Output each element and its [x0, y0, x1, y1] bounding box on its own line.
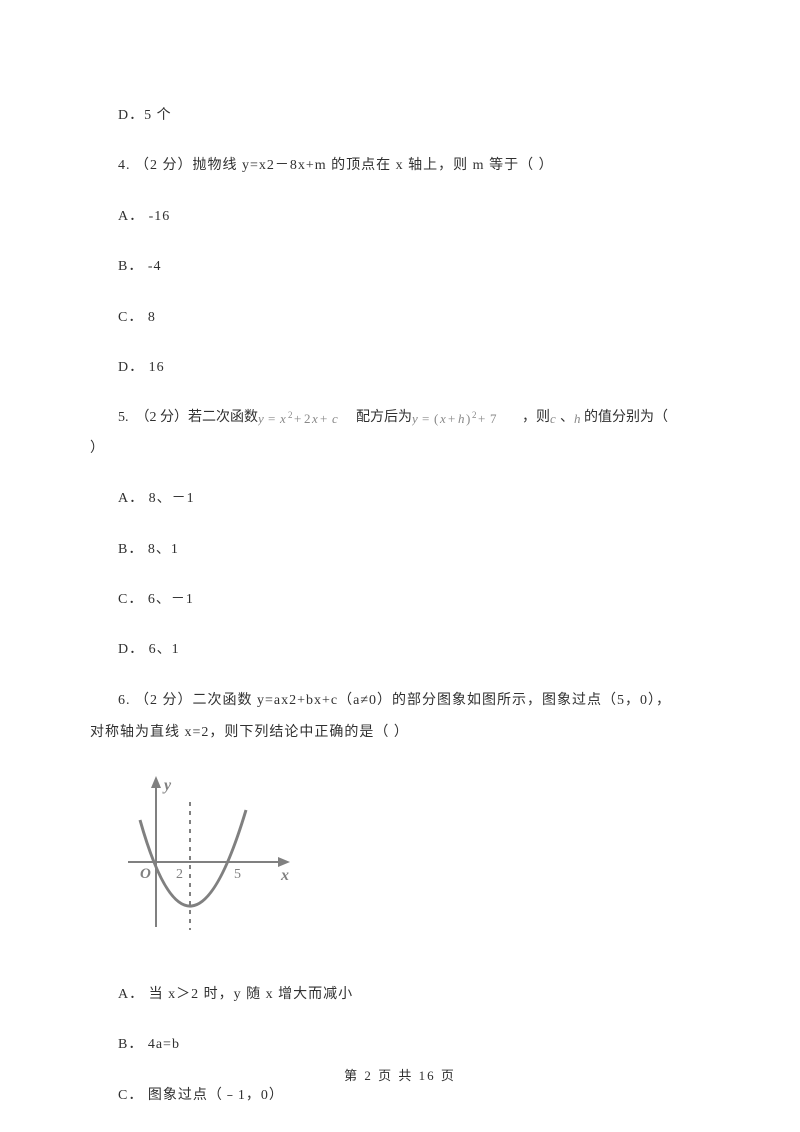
- svg-text:x: x: [311, 411, 318, 426]
- svg-text:x: x: [439, 411, 446, 426]
- svg-text:c: c: [332, 411, 338, 426]
- svg-text:x: x: [279, 411, 286, 426]
- svg-text:y: y: [258, 411, 264, 426]
- svg-text:c: c: [550, 411, 556, 426]
- svg-text:+: +: [320, 411, 327, 426]
- q5-option-b: B． 8、1: [90, 539, 710, 561]
- q5-formula1: y = x 2 + 2 x + c: [258, 410, 356, 428]
- q3-option-d: D．5 个: [90, 105, 710, 127]
- svg-text:2: 2: [288, 410, 293, 420]
- svg-text:=: =: [422, 411, 429, 426]
- q5-stem-part1: 5. （2 分）若二次函数: [118, 407, 258, 429]
- page-content: D．5 个 4. （2 分）抛物线 y=x2－8x+m 的顶点在 x 轴上，则 …: [0, 0, 800, 1107]
- q5-stem-part3: ，则: [522, 407, 550, 429]
- svg-text:(: (: [434, 411, 438, 426]
- svg-text:O: O: [140, 866, 151, 882]
- svg-text:5: 5: [234, 867, 241, 882]
- svg-text:h: h: [458, 411, 465, 426]
- q5-var-h: h: [574, 411, 584, 427]
- svg-text:2: 2: [176, 867, 183, 882]
- svg-text:): ): [466, 411, 470, 426]
- q5-var-c: c: [550, 411, 560, 427]
- q5-option-c: C． 6、－1: [90, 589, 710, 611]
- q6-graph: y x O 2 5: [118, 772, 710, 955]
- svg-text:=: =: [268, 411, 275, 426]
- q5-formula2: y = ( x + h ) 2 + 7: [412, 410, 522, 428]
- svg-text:7: 7: [490, 411, 497, 426]
- q5-stem-part4: 、: [560, 407, 574, 429]
- svg-text:y: y: [412, 411, 418, 426]
- q5-stem: 5. （2 分）若二次函数 y = x 2 + 2 x + c 配方后为 y =…: [90, 407, 710, 429]
- q6-stem-line2: 对称轴为直线 x=2，则下列结论中正确的是（ ）: [90, 722, 710, 744]
- q4-option-c: C． 8: [90, 307, 710, 329]
- page-footer: 第 2 页 共 16 页: [0, 1065, 800, 1084]
- svg-text:+: +: [448, 411, 455, 426]
- svg-text:2: 2: [472, 410, 477, 420]
- q5-stem-part2: 配方后为: [356, 407, 412, 429]
- svg-text:+: +: [478, 411, 485, 426]
- q4-option-b: B． -4: [90, 256, 710, 278]
- q6-stem-line1: 6. （2 分）二次函数 y=ax2+bx+c（a≠0）的部分图象如图所示，图象…: [90, 690, 710, 712]
- q4-stem: 4. （2 分）抛物线 y=x2－8x+m 的顶点在 x 轴上，则 m 等于（ …: [90, 155, 710, 177]
- q6-option-b: B． 4a=b: [90, 1034, 710, 1056]
- svg-text:2: 2: [304, 411, 311, 426]
- q4-option-d: D． 16: [90, 357, 710, 379]
- q6-option-a: A． 当 x＞2 时，y 随 x 增大而减小: [90, 984, 710, 1006]
- svg-text:h: h: [574, 411, 581, 426]
- q5-option-d: D． 6、1: [90, 639, 710, 661]
- q6-option-c: C． 图象过点（﹣1，0）: [90, 1085, 710, 1107]
- q4-option-a: A． -16: [90, 206, 710, 228]
- svg-text:+: +: [294, 411, 301, 426]
- svg-text:x: x: [280, 867, 289, 884]
- q5-close-paren: ）: [90, 438, 710, 460]
- q5-option-a: A． 8、－1: [90, 488, 710, 510]
- svg-text:y: y: [162, 777, 172, 794]
- q5-stem-part5: 的值分别为（: [584, 407, 668, 429]
